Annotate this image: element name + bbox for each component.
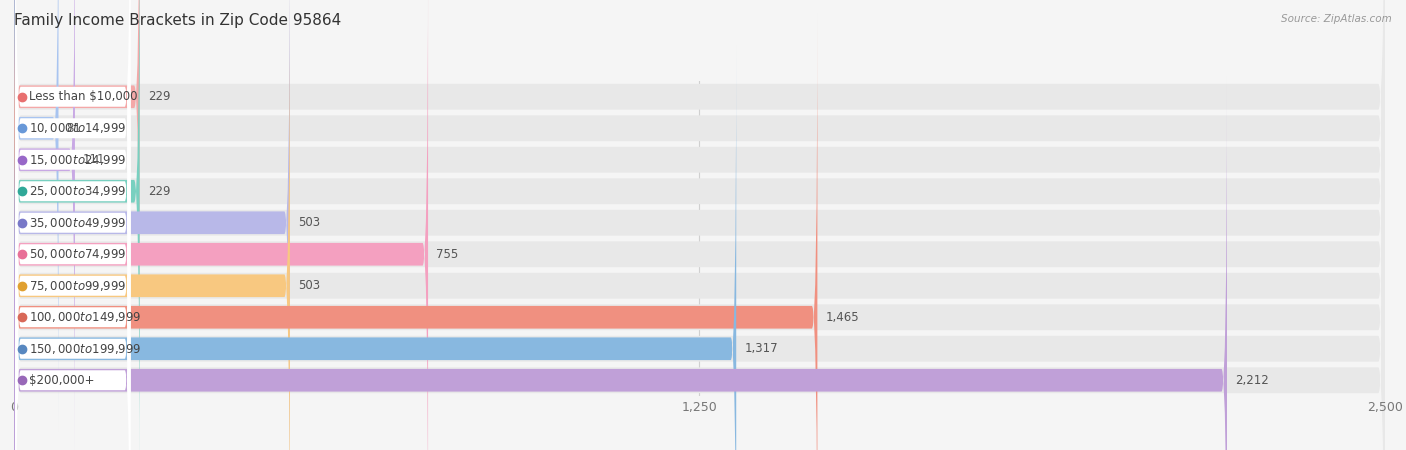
FancyBboxPatch shape: [15, 0, 131, 450]
Text: 2,212: 2,212: [1236, 374, 1270, 387]
Text: 229: 229: [148, 185, 170, 198]
FancyBboxPatch shape: [14, 0, 1385, 450]
Text: $75,000 to $99,999: $75,000 to $99,999: [30, 279, 127, 293]
Text: Less than $10,000: Less than $10,000: [30, 90, 138, 103]
FancyBboxPatch shape: [14, 0, 1385, 450]
Text: $15,000 to $24,999: $15,000 to $24,999: [30, 153, 127, 167]
FancyBboxPatch shape: [14, 15, 1385, 450]
FancyBboxPatch shape: [14, 0, 1385, 450]
FancyBboxPatch shape: [14, 0, 1385, 450]
FancyBboxPatch shape: [14, 0, 139, 400]
FancyBboxPatch shape: [14, 0, 290, 450]
FancyBboxPatch shape: [14, 0, 1385, 450]
Text: 229: 229: [148, 90, 170, 103]
FancyBboxPatch shape: [14, 0, 427, 450]
FancyBboxPatch shape: [15, 75, 131, 450]
Text: $25,000 to $34,999: $25,000 to $34,999: [30, 184, 127, 198]
FancyBboxPatch shape: [15, 0, 131, 450]
Text: 1,465: 1,465: [825, 311, 859, 324]
FancyBboxPatch shape: [15, 0, 131, 450]
Text: $150,000 to $199,999: $150,000 to $199,999: [30, 342, 142, 356]
FancyBboxPatch shape: [15, 0, 131, 450]
Text: 81: 81: [66, 122, 82, 135]
Text: Source: ZipAtlas.com: Source: ZipAtlas.com: [1281, 14, 1392, 23]
FancyBboxPatch shape: [15, 0, 131, 402]
Text: $200,000+: $200,000+: [30, 374, 96, 387]
FancyBboxPatch shape: [14, 0, 139, 450]
Text: $100,000 to $149,999: $100,000 to $149,999: [30, 310, 142, 324]
FancyBboxPatch shape: [14, 0, 59, 432]
FancyBboxPatch shape: [15, 0, 131, 450]
FancyBboxPatch shape: [14, 45, 737, 450]
Text: $10,000 to $14,999: $10,000 to $14,999: [30, 121, 127, 135]
Text: 503: 503: [298, 279, 321, 292]
FancyBboxPatch shape: [14, 14, 817, 450]
Text: $35,000 to $49,999: $35,000 to $49,999: [30, 216, 127, 230]
FancyBboxPatch shape: [14, 0, 1385, 450]
FancyBboxPatch shape: [14, 0, 75, 450]
Text: $50,000 to $74,999: $50,000 to $74,999: [30, 247, 127, 261]
Text: 755: 755: [436, 248, 458, 261]
FancyBboxPatch shape: [14, 0, 290, 450]
FancyBboxPatch shape: [14, 76, 1227, 450]
FancyBboxPatch shape: [14, 0, 1385, 450]
FancyBboxPatch shape: [14, 0, 1385, 450]
FancyBboxPatch shape: [15, 0, 131, 433]
FancyBboxPatch shape: [15, 12, 131, 450]
FancyBboxPatch shape: [15, 44, 131, 450]
Text: 503: 503: [298, 216, 321, 229]
Text: 111: 111: [83, 153, 105, 166]
Text: Family Income Brackets in Zip Code 95864: Family Income Brackets in Zip Code 95864: [14, 14, 342, 28]
FancyBboxPatch shape: [14, 0, 1385, 450]
Text: 1,317: 1,317: [744, 342, 778, 355]
